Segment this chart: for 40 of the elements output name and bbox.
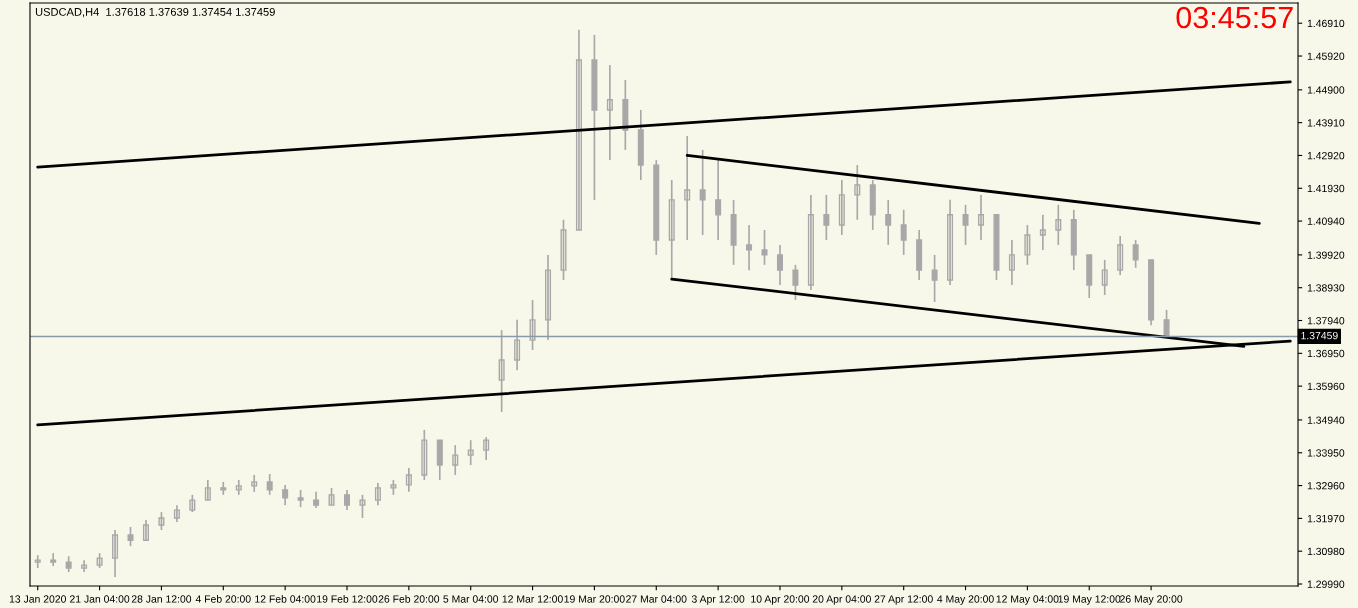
y-tick-label: 1.31970 xyxy=(1307,514,1345,523)
y-tick-label: 1.29990 xyxy=(1307,580,1345,588)
ref-line-label: 1.37459 xyxy=(1301,331,1338,340)
x-tick-label: 5 Mar 04:00 xyxy=(443,595,499,603)
x-tick-label: 20 Apr 04:00 xyxy=(812,595,871,605)
x-tick-label: 21 Jan 04:00 xyxy=(69,595,130,603)
y-tick-label: 1.39920 xyxy=(1307,251,1345,259)
annotation: 03:45:57 xyxy=(1176,6,1293,29)
y-tick-label: 1.38930 xyxy=(1307,284,1345,292)
y-tick-label: 1.33950 xyxy=(1307,449,1345,457)
y-tick-label: 1.30980 xyxy=(1307,547,1345,556)
x-tick-label: 19 Mar 20:00 xyxy=(564,595,625,603)
x-tick-label: 3 Apr 12:00 xyxy=(691,595,745,605)
x-tick-label: 26 Feb 20:00 xyxy=(378,595,440,603)
y-tick-label: 1.34940 xyxy=(1307,416,1345,424)
x-tick-label: 4 Feb 20:00 xyxy=(195,595,251,603)
y-tick-label: 1.36950 xyxy=(1307,349,1345,358)
y-tick-label: 1.32960 xyxy=(1307,482,1345,490)
y-tick-label: 1.46910 xyxy=(1307,19,1345,28)
y-tick-label: 1.35960 xyxy=(1307,382,1345,391)
y-tick-label: 1.41930 xyxy=(1307,184,1345,193)
y-tick-label: 1.45920 xyxy=(1307,52,1345,60)
x-tick-label: 19 Feb 12:00 xyxy=(317,595,378,603)
x-tick-label: 26 May 20:00 xyxy=(1120,595,1183,605)
x-tick-label: 28 Jan 12:00 xyxy=(131,595,192,603)
x-tick-label: 19 May 12:00 xyxy=(1058,595,1121,605)
x-tick-label: 27 Apr 12:00 xyxy=(874,595,933,605)
y-tick-label: 1.37940 xyxy=(1307,317,1345,325)
x-tick-label: 13 Jan 2020 xyxy=(9,595,66,603)
x-tick-label: 12 Feb 04:00 xyxy=(255,595,316,603)
x-tick-label: 12 Mar 12:00 xyxy=(502,595,563,603)
chart-title: USDCAD,H4 1.37618 1.37639 1.37454 1.37459 xyxy=(35,7,275,18)
y-tick-label: 1.43910 xyxy=(1307,119,1345,127)
y-tick-label: 1.40940 xyxy=(1307,217,1345,225)
x-tick-label: 12 May 04:00 xyxy=(996,595,1059,605)
y-tick-label: 1.44900 xyxy=(1307,86,1345,94)
x-tick-label: 27 Mar 04:00 xyxy=(626,595,687,603)
x-tick-label: 10 Apr 20:00 xyxy=(751,595,810,605)
x-tick-label: 4 May 20:00 xyxy=(937,595,994,605)
y-tick-label: 1.42920 xyxy=(1307,151,1345,160)
